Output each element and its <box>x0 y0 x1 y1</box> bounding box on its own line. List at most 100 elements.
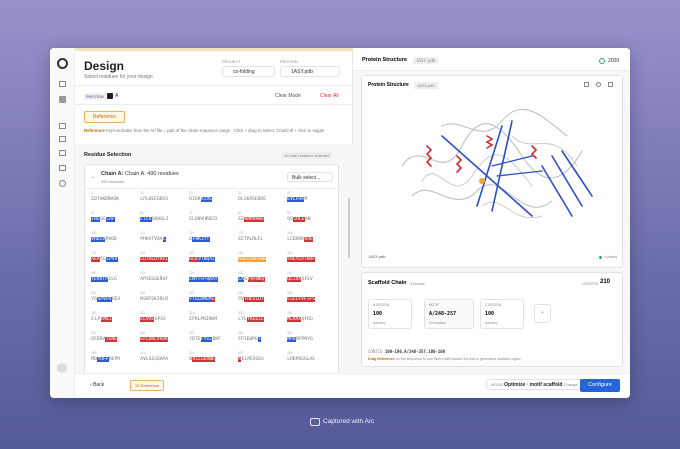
residue-cell[interactable]: EDTAKDNVQK <box>91 197 119 202</box>
residue-cell[interactable]: QLIVASFEV <box>287 277 313 282</box>
residue-segment[interactable]: ILG <box>108 277 117 282</box>
residue-segment[interactable]: LYL <box>238 317 247 322</box>
residue-cell[interactable]: VRDIVRVQD <box>91 237 117 242</box>
residue-segment[interactable]: AN <box>305 217 311 222</box>
residue-segment[interactable]: ELQNVHRRCD <box>189 217 217 222</box>
residue-segment[interactable]: AMEI <box>100 317 113 322</box>
residue-cell[interactable]: LSELFVFIFS <box>287 297 316 302</box>
residue-cell[interactable]: LDTRLDYRVI <box>140 257 169 262</box>
residue-cell[interactable]: LTLRQQAGLI <box>140 217 169 222</box>
residue-cell[interactable]: EFHKIYT <box>189 237 210 242</box>
residue-segment[interactable]: EFKLPNIRKM <box>189 317 217 322</box>
residue-segment[interactable]: EVLFRA <box>287 197 305 202</box>
avatar[interactable] <box>57 363 67 373</box>
residue-segment[interactable]: RIGR <box>189 197 201 202</box>
residue-cell[interactable]: EFLDKLVRDK <box>140 337 169 342</box>
residue-segment[interactable]: AEA <box>91 257 100 262</box>
scrollbar[interactable] <box>348 198 350 258</box>
residue-cell[interactable]: APSEGGERVF <box>140 277 168 282</box>
residue-segment[interactable]: PV <box>238 297 244 302</box>
residue-segment[interactable]: DKF <box>212 337 221 342</box>
residue-segment[interactable]: RVQD <box>105 237 117 242</box>
residue-segment[interactable]: LAF <box>106 217 115 222</box>
residue-cell[interactable]: RIGRKIVE <box>189 197 213 202</box>
residue-segment[interactable]: LNYTFP <box>189 277 207 282</box>
residue-segment[interactable]: TRG <box>91 217 100 222</box>
residue-segment[interactable]: DLR <box>189 257 198 262</box>
residue-segment[interactable]: E <box>189 237 193 242</box>
residue-segment[interactable]: MPD <box>287 337 296 342</box>
nav-icon[interactable] <box>59 81 66 87</box>
residue-cell[interactable]: MDYDFFKEPR <box>91 357 120 362</box>
residue-segment[interactable]: N <box>189 357 193 362</box>
reference-button[interactable]: Reference <box>84 111 126 123</box>
residue-cell[interactable]: LNYTFPQKAY <box>189 277 218 282</box>
residue-segment[interactable]: T <box>257 337 262 342</box>
residue-cell[interactable]: AEAFGLPVV <box>91 257 118 262</box>
scaffold-block[interactable]: MOTIF A/248-257 10 residues <box>424 299 474 329</box>
residue-segment[interactable]: PQFNKQ <box>247 277 265 282</box>
residue-segment[interactable]: EE <box>238 217 244 222</box>
mode-box[interactable]: MODE Optimize · motif scaffold Change <box>486 379 583 390</box>
residue-segment[interactable]: IRLE <box>293 217 305 222</box>
project-select[interactable]: co-folding <box>222 66 275 77</box>
residue-segment[interactable]: KNMVKWA <box>244 217 265 222</box>
residue-segment[interactable]: LP <box>94 317 101 322</box>
residue-cell[interactable]: YGGPVFRGEV <box>91 297 120 302</box>
residue-segment[interactable]: FTGLDMEM <box>189 297 212 302</box>
residue-segment[interactable]: SFEV <box>301 277 313 282</box>
residue-cell[interactable]: PVFHEVLDT <box>238 297 265 302</box>
residue-segment[interactable]: QFRQ <box>301 317 313 322</box>
scaffold-block[interactable]: C-REGION 100 residues <box>480 299 524 329</box>
residue-segment[interactable]: LRDPDGGLAE <box>287 357 315 362</box>
residue-cell[interactable]: NSNTGKIRLR <box>140 297 168 302</box>
residue-segment[interactable]: FREYLATKRF <box>287 257 316 262</box>
residue-segment[interactable]: LPVV <box>106 257 118 262</box>
tool-icon[interactable] <box>608 82 613 87</box>
residue-segment[interactable]: E <box>211 297 216 302</box>
residue-cell[interactable]: YDTEFYILDKF <box>189 337 221 342</box>
residue-segment[interactable]: QG <box>287 217 293 222</box>
residue-segment[interactable]: LA <box>238 277 245 282</box>
residue-segment[interactable]: YKEGIE <box>246 317 265 322</box>
residue-cell[interactable]: LAGPQFNKQ <box>238 277 265 282</box>
residue-segment[interactable]: VTNQAI <box>197 257 216 262</box>
residue-cell[interactable]: PHKATVQAL <box>140 237 167 242</box>
residue-segment[interactable]: GEV <box>111 297 121 302</box>
residue-cell[interactable]: AELPESGEA <box>238 357 264 362</box>
nav-icon[interactable] <box>59 150 66 156</box>
residue-segment[interactable]: EDTAKDNVQK <box>91 197 119 202</box>
residue-segment[interactable]: EFLDKLVRDK <box>140 337 169 342</box>
residue-segment[interactable]: TENE <box>105 337 118 342</box>
residue-segment[interactable]: M <box>304 197 308 202</box>
tool-icon[interactable] <box>596 82 601 87</box>
residue-segment[interactable]: AVLSEGQAPA <box>140 357 168 362</box>
residue-segment[interactable]: QKAY <box>206 277 218 282</box>
residue-cell[interactable]: EFKLPNIRKM <box>189 317 217 322</box>
residue-segment[interactable]: KAE <box>304 237 314 242</box>
residue-cell[interactable]: LPLQEEGDGS <box>140 197 168 202</box>
residue-cell[interactable]: AVLSEGQAPA <box>140 357 168 362</box>
residue-segment[interactable]: LTLR <box>140 217 152 222</box>
residue-segment[interactable]: L <box>162 237 167 242</box>
residue-segment[interactable]: YG <box>91 297 97 302</box>
residue-segment[interactable]: YDFF <box>97 357 109 362</box>
residue-cell[interactable]: NALLGERWE <box>189 357 216 362</box>
protein-select[interactable]: 1ASY.pdb <box>280 66 340 77</box>
residue-segment[interactable]: FYIL <box>200 337 213 342</box>
residue-segment[interactable]: QLIVA <box>287 277 302 282</box>
residue-cell[interactable]: LCDARRKAE <box>287 237 314 242</box>
residue-cell[interactable]: ELQNVHRRCD <box>189 217 217 222</box>
residue-cell[interactable]: DLRVTNQAI <box>189 257 216 262</box>
residue-segment[interactable]: LSELFVFIFS <box>287 297 316 302</box>
residue-segment[interactable]: APSEGGERVF <box>140 277 168 282</box>
residue-segment[interactable]: LCDARR <box>287 237 304 242</box>
residue-cell[interactable]: FREYLATKRF <box>287 257 316 262</box>
residue-segment[interactable]: RFPKYG <box>296 337 313 342</box>
residue-cell[interactable]: EEKNMVKWA <box>238 217 265 222</box>
nav-icon[interactable] <box>59 136 66 142</box>
residue-segment[interactable]: VRDIV <box>91 237 106 242</box>
residue-cell[interactable]: MLRAAQFRQ <box>287 317 313 322</box>
residue-segment[interactable]: E <box>91 317 95 322</box>
residue-segment[interactable]: PHKATVQA <box>140 237 163 242</box>
